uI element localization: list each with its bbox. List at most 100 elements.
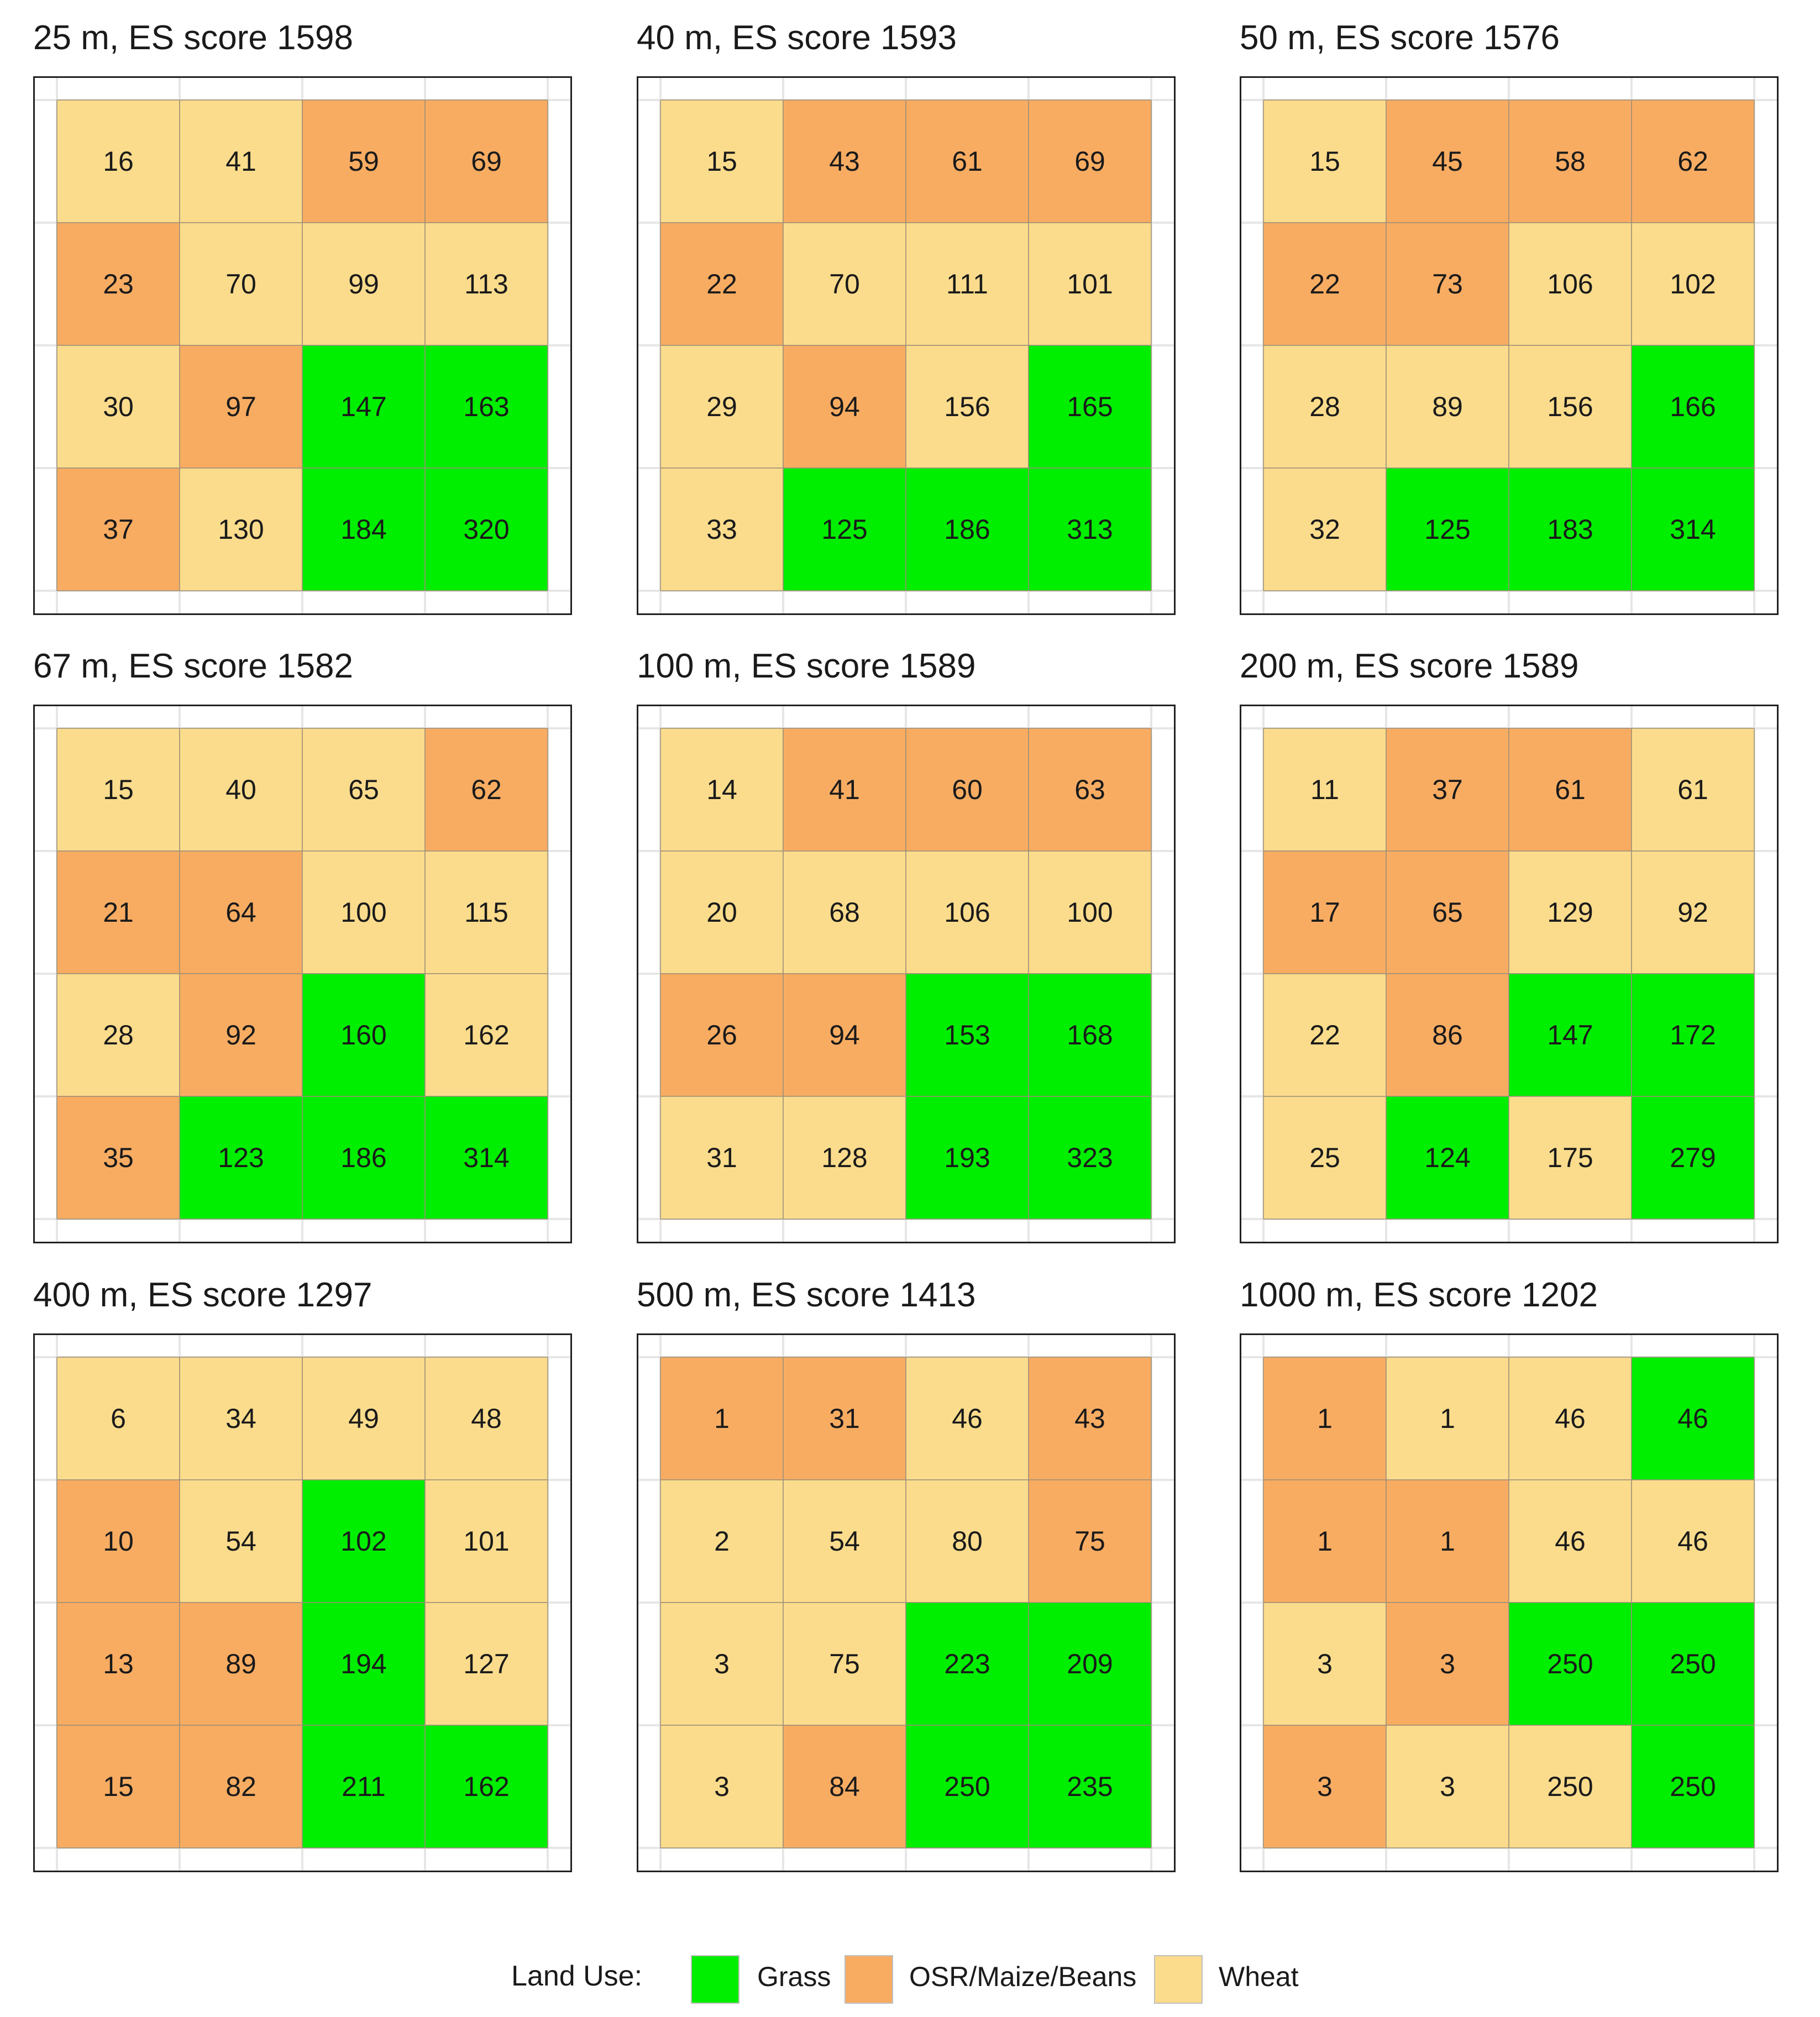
heatmap-cell (1508, 1096, 1632, 1220)
heatmap-cell (1263, 1479, 1387, 1603)
heatmap-grid: 15 43 61 69 22 70 111 101 29 94 156 165 33 125 186 313 (638, 78, 1174, 613)
heatmap-cell (783, 1357, 906, 1480)
cell-value-label: 37 (103, 514, 134, 545)
heatmap-cell (56, 1602, 180, 1726)
cell-value-label: 113 (464, 269, 508, 300)
heatmap-cell (660, 1602, 784, 1726)
cell-value-label: 75 (1074, 1526, 1105, 1557)
panel-frame: 6 34 49 48 10 54 102 101 13 89 194 127 15 82 211 162 (33, 1333, 572, 1872)
heatmap-cell (660, 1725, 784, 1848)
cell-value-label: 70 (829, 269, 860, 300)
heatmap-cell (1386, 222, 1509, 346)
panel-title: 40 m, ES score 1593 (637, 19, 957, 57)
cell-value-label: 10 (103, 1526, 134, 1557)
heatmap-grid: 15 45 58 62 22 73 106 102 28 89 156 166 32 125 183 314 (1241, 78, 1777, 613)
heatmap-cell (783, 1096, 906, 1220)
cell-value-label: 46 (1677, 1403, 1708, 1434)
heatmap-cell (783, 345, 906, 469)
cell-value-label: 3 (714, 1771, 730, 1802)
cell-value-label: 45 (1432, 146, 1463, 177)
heatmap-cell (56, 222, 180, 346)
heatmap-grid: 16 41 59 69 23 70 99 113 30 97 147 163 37 130 184 320 (35, 78, 570, 613)
cell-value-label: 2 (714, 1526, 730, 1557)
heatmap-cell (660, 345, 784, 469)
panel-title: 400 m, ES score 1297 (33, 1276, 373, 1314)
heatmap-cell (1386, 973, 1509, 1097)
cell-value-label: 41 (225, 146, 256, 177)
heatmap-cell (1631, 1725, 1755, 1848)
heatmap-cell (1028, 850, 1152, 974)
panel-title: 200 m, ES score 1589 (1240, 647, 1579, 685)
cell-value-label: 128 (821, 1142, 867, 1173)
heatmap-cell (1631, 1479, 1755, 1603)
cell-value-label: 61 (952, 146, 983, 177)
heatmap-cell (1631, 728, 1755, 852)
cell-value-label: 125 (1424, 514, 1470, 545)
heatmap-cell (905, 1725, 1029, 1848)
cell-value-label: 21 (103, 897, 134, 928)
heatmap-cell (660, 728, 784, 852)
cell-value-label: 32 (1309, 514, 1340, 545)
heatmap-cell (179, 345, 303, 469)
cell-value-label: 41 (829, 774, 860, 805)
heatmap-cell (302, 1479, 426, 1603)
heatmap-cell (1028, 1725, 1152, 1848)
heatmap-cell (660, 468, 784, 591)
cell-value-label: 209 (1067, 1648, 1113, 1679)
heatmap-cell (179, 1357, 303, 1480)
cell-value-label: 211 (342, 1771, 386, 1802)
heatmap-cell (1508, 222, 1632, 346)
cell-value-label: 30 (103, 391, 134, 422)
cell-value-label: 250 (944, 1771, 990, 1802)
panel-frame: 1 1 46 46 1 1 46 46 3 3 250 250 3 3 250 250 (1240, 1333, 1779, 1872)
legend-label-osr-maize-beans: OSR/Maize/Beans (909, 1961, 1137, 1992)
cell-value-label: 250 (1670, 1648, 1716, 1679)
cell-value-label: 31 (829, 1403, 860, 1434)
cell-value-label: 100 (340, 897, 386, 928)
cell-value-label: 61 (1555, 774, 1586, 805)
cell-value-label: 3 (1440, 1771, 1455, 1802)
cell-value-label: 48 (471, 1403, 502, 1434)
heatmap-cell (302, 99, 426, 223)
panel-frame: 11 37 61 61 17 65 129 92 22 86 147 172 25 124 175 279 (1240, 705, 1779, 1243)
heatmap-cell (783, 973, 906, 1097)
cell-value-label: 14 (706, 774, 737, 805)
heatmap-cell (905, 728, 1029, 852)
cell-value-label: 26 (706, 1020, 737, 1050)
heatmap-cell (424, 1479, 548, 1603)
cell-value-label: 323 (1067, 1142, 1113, 1173)
heatmap-cell (1508, 850, 1632, 974)
heatmap-cell (660, 1357, 784, 1480)
cell-value-label: 1 (714, 1403, 730, 1434)
heatmap-cell (179, 850, 303, 974)
cell-value-label: 250 (1547, 1771, 1593, 1802)
cell-value-label: 314 (1670, 514, 1716, 545)
panel-frame: 15 43 61 69 22 70 111 101 29 94 156 165 33 125 186 313 (637, 76, 1176, 615)
heatmap-cell (905, 222, 1029, 346)
cell-value-label: 65 (348, 774, 379, 805)
heatmap-cell (1263, 728, 1387, 852)
heatmap-cell (302, 1096, 426, 1220)
cell-value-label: 15 (103, 1771, 134, 1802)
cell-value-label: 69 (471, 146, 502, 177)
cell-value-label: 58 (1555, 146, 1586, 177)
heatmap-cell (302, 222, 426, 346)
heatmap-cell (56, 345, 180, 469)
cell-value-label: 172 (1670, 1020, 1716, 1050)
heatmap-cell (1631, 1602, 1755, 1726)
heatmap-cell (660, 973, 784, 1097)
heatmap-cell (1386, 468, 1509, 591)
heatmap-cell (424, 1725, 548, 1848)
cell-value-label: 11 (1310, 774, 1339, 805)
heatmap-grid: 15 40 65 62 21 64 100 115 28 92 160 162 35 123 186 314 (35, 706, 570, 1242)
heatmap-grid: 14 41 60 63 20 68 106 100 26 94 153 168 31 128 193 323 (638, 706, 1174, 1242)
heatmap-cell (1508, 728, 1632, 852)
heatmap-cell (905, 99, 1029, 223)
cell-value-label: 43 (1074, 1403, 1105, 1434)
heatmap-cell (660, 222, 784, 346)
cell-value-label: 156 (1547, 391, 1593, 422)
cell-value-label: 46 (952, 1403, 983, 1434)
cell-value-label: 15 (706, 146, 737, 177)
cell-value-label: 64 (225, 897, 256, 928)
heatmap-cell (1028, 728, 1152, 852)
